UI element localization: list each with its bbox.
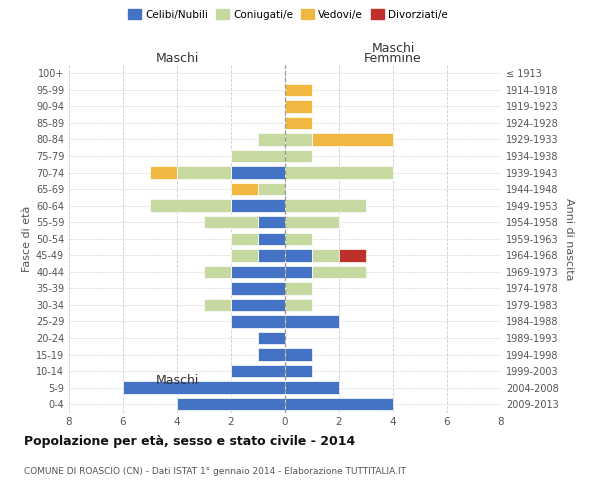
- Bar: [177, 166, 231, 179]
- Bar: [285, 100, 312, 112]
- Bar: [231, 298, 285, 311]
- Bar: [231, 150, 285, 162]
- Bar: [231, 166, 285, 179]
- Bar: [285, 216, 339, 228]
- Bar: [150, 166, 177, 179]
- Bar: [231, 316, 285, 328]
- Bar: [285, 316, 339, 328]
- Bar: [285, 200, 366, 212]
- Bar: [285, 298, 312, 311]
- Bar: [285, 365, 312, 378]
- Bar: [285, 116, 312, 129]
- Bar: [258, 332, 285, 344]
- Bar: [204, 216, 258, 228]
- Bar: [285, 232, 312, 245]
- Text: Maschi: Maschi: [371, 42, 415, 55]
- Y-axis label: Fasce di età: Fasce di età: [22, 206, 32, 272]
- Bar: [285, 249, 312, 262]
- Bar: [258, 249, 285, 262]
- Bar: [285, 382, 339, 394]
- Bar: [231, 282, 285, 294]
- Bar: [204, 298, 231, 311]
- Bar: [123, 382, 285, 394]
- Bar: [258, 134, 285, 145]
- Bar: [285, 150, 312, 162]
- Text: Popolazione per età, sesso e stato civile - 2014: Popolazione per età, sesso e stato civil…: [24, 435, 355, 448]
- Bar: [258, 183, 285, 196]
- Bar: [285, 348, 312, 361]
- Bar: [150, 200, 231, 212]
- Bar: [312, 266, 366, 278]
- Bar: [177, 398, 285, 410]
- Bar: [231, 266, 285, 278]
- Bar: [258, 348, 285, 361]
- Bar: [285, 398, 393, 410]
- Bar: [312, 134, 393, 145]
- Legend: Celibi/Nubili, Coniugati/e, Vedovi/e, Divorziati/e: Celibi/Nubili, Coniugati/e, Vedovi/e, Di…: [124, 5, 452, 24]
- Bar: [285, 84, 312, 96]
- Bar: [312, 249, 339, 262]
- Bar: [258, 232, 285, 245]
- Bar: [231, 249, 258, 262]
- Bar: [258, 216, 285, 228]
- Bar: [285, 282, 312, 294]
- Bar: [204, 266, 231, 278]
- Bar: [285, 166, 393, 179]
- Text: Maschi: Maschi: [155, 374, 199, 387]
- Bar: [231, 200, 285, 212]
- Text: COMUNE DI ROASCIO (CN) - Dati ISTAT 1° gennaio 2014 - Elaborazione TUTTITALIA.IT: COMUNE DI ROASCIO (CN) - Dati ISTAT 1° g…: [24, 468, 406, 476]
- Y-axis label: Anni di nascita: Anni di nascita: [564, 198, 574, 280]
- Bar: [285, 134, 312, 145]
- Bar: [285, 266, 312, 278]
- Bar: [231, 365, 285, 378]
- Bar: [231, 232, 258, 245]
- Bar: [231, 183, 258, 196]
- Text: Femmine: Femmine: [364, 52, 422, 65]
- Bar: [339, 249, 366, 262]
- Text: Maschi: Maschi: [155, 52, 199, 65]
